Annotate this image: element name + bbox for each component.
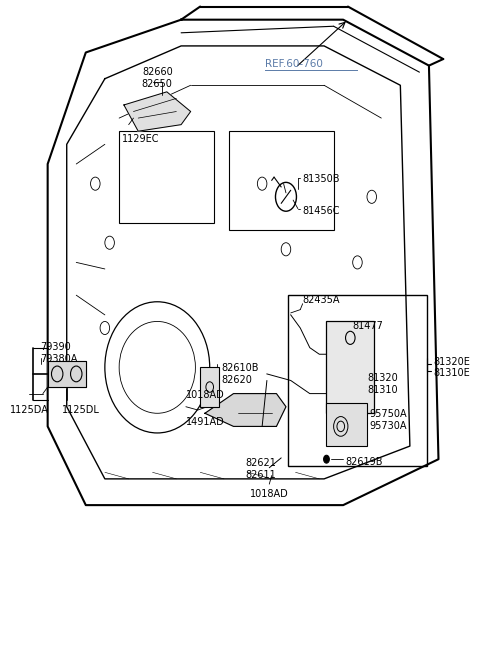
Circle shape (324, 455, 329, 463)
Text: 82660
82650: 82660 82650 (142, 67, 173, 89)
Bar (119, 131, 215, 223)
Text: 81456C: 81456C (303, 207, 340, 216)
Text: 1125DA: 1125DA (10, 405, 48, 415)
Text: 82435A: 82435A (303, 295, 340, 305)
Text: 1018AD: 1018AD (250, 489, 289, 499)
Text: 81320
81310: 81320 81310 (367, 373, 398, 394)
Text: 81320E
81310E: 81320E 81310E (434, 357, 470, 378)
Text: REF.60-760: REF.60-760 (264, 59, 323, 69)
Bar (326, 403, 367, 446)
Polygon shape (205, 394, 286, 426)
Text: 82610B
82620: 82610B 82620 (222, 363, 259, 384)
Text: 95750A
95730A: 95750A 95730A (370, 409, 407, 430)
Text: 79390
79380A: 79390 79380A (40, 342, 78, 364)
Bar (200, 367, 219, 407)
Text: 81477: 81477 (353, 321, 384, 331)
Bar (288, 295, 427, 466)
Bar (229, 131, 334, 230)
Text: 82621
82611: 82621 82611 (245, 459, 276, 480)
Text: 1129EC: 1129EC (121, 134, 159, 144)
Text: 82619B: 82619B (346, 457, 383, 468)
Text: 1491AD: 1491AD (186, 417, 225, 426)
Text: 81350B: 81350B (303, 174, 340, 184)
Bar (326, 321, 374, 413)
Text: 1125DL: 1125DL (62, 405, 100, 415)
Text: 1018AD: 1018AD (186, 390, 225, 400)
Polygon shape (48, 361, 86, 387)
Polygon shape (124, 92, 191, 131)
